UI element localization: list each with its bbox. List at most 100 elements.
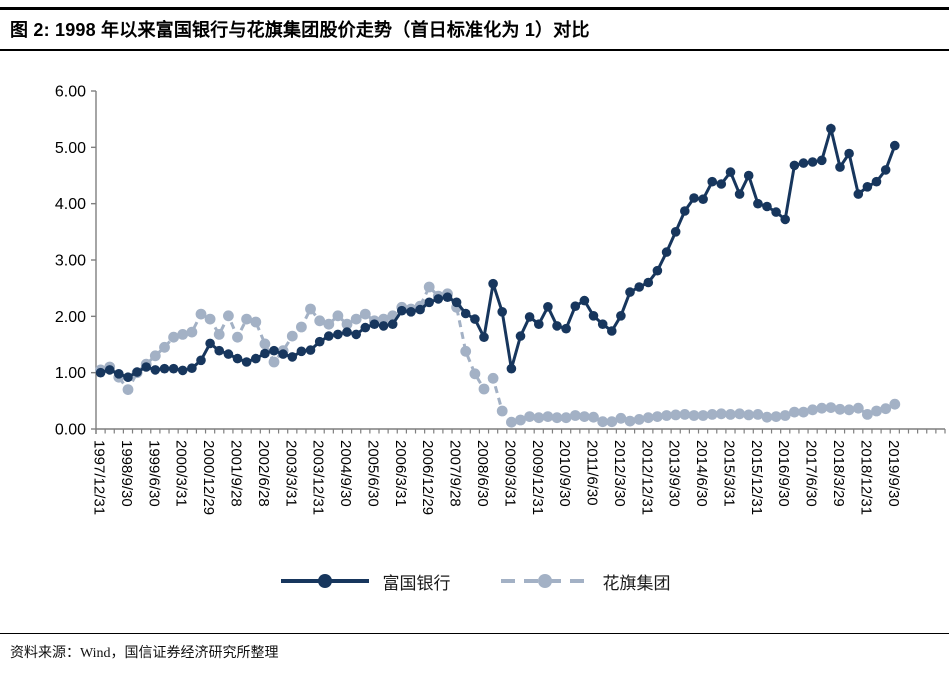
data-point — [607, 326, 617, 336]
data-point — [534, 319, 544, 330]
data-point — [323, 318, 335, 330]
data-point — [150, 365, 161, 375]
x-tick-label: 2002/6/28 — [255, 440, 272, 507]
data-point — [95, 367, 106, 378]
data-point — [186, 326, 198, 338]
data-point — [615, 412, 627, 424]
data-point — [579, 295, 590, 306]
data-point — [807, 404, 818, 416]
data-point — [569, 410, 581, 421]
data-point — [753, 198, 763, 209]
x-tick-label: 2011/6/30 — [584, 440, 601, 506]
x-tick-label: 2003/12/31 — [310, 440, 327, 515]
data-point — [579, 411, 590, 422]
data-point — [296, 321, 307, 333]
x-tick-label: 2019/9/30 — [885, 440, 902, 507]
data-point — [286, 330, 298, 342]
data-point — [314, 336, 325, 347]
data-point — [643, 277, 654, 288]
data-point — [159, 341, 170, 353]
data-point — [634, 282, 644, 292]
data-point — [552, 321, 562, 331]
x-tick-label: 2003/3/31 — [282, 440, 299, 507]
data-point — [862, 182, 873, 192]
data-point — [680, 206, 690, 216]
x-tick-label: 1999/6/30 — [145, 440, 162, 507]
data-point — [424, 297, 435, 308]
y-tick-label: 0.00 — [55, 422, 86, 439]
data-point — [177, 329, 189, 340]
data-point — [287, 352, 298, 362]
data-point — [798, 406, 809, 418]
data-point — [122, 384, 134, 395]
data-point — [132, 367, 142, 377]
data-point — [460, 308, 471, 319]
data-point — [570, 301, 581, 311]
data-point — [725, 409, 736, 420]
x-tick-label: 2017/6/30 — [803, 440, 820, 507]
data-point — [442, 292, 453, 302]
data-point — [770, 411, 782, 422]
data-point — [324, 331, 334, 341]
data-point — [752, 409, 764, 420]
data-point — [350, 313, 362, 325]
data-point — [826, 123, 836, 134]
data-point — [149, 350, 161, 362]
data-point — [342, 327, 352, 337]
data-point — [561, 323, 571, 334]
data-point — [515, 414, 526, 426]
data-point — [359, 308, 371, 320]
x-tick-label: 2010/9/30 — [556, 440, 573, 507]
series-line-花旗集团 — [100, 284, 896, 424]
x-tick-label: 2000/12/29 — [200, 440, 217, 515]
data-point — [825, 402, 837, 413]
data-point — [734, 189, 745, 199]
data-point — [689, 193, 699, 203]
data-point — [542, 411, 554, 422]
data-point — [488, 278, 498, 289]
data-point — [479, 332, 489, 343]
top-rule — [0, 7, 949, 10]
x-tick-label: 2007/9/28 — [447, 440, 464, 507]
data-point — [679, 409, 691, 420]
data-point — [624, 415, 636, 427]
data-point — [406, 307, 416, 317]
data-point — [387, 319, 398, 330]
x-tick-label: 1998/9/30 — [118, 440, 135, 507]
data-point — [232, 353, 243, 364]
data-point — [835, 162, 845, 172]
x-tick-label: 2014/6/30 — [693, 440, 710, 507]
series-line-富国银行 — [100, 122, 897, 379]
x-tick-label: 2012/3/30 — [611, 440, 628, 507]
x-tick-label: 2013/9/30 — [666, 440, 683, 507]
x-tick-label: 2008/6/30 — [474, 440, 491, 507]
data-point — [597, 416, 609, 428]
x-tick-label: 2000/3/31 — [173, 440, 190, 507]
y-tick-label: 3.00 — [55, 253, 86, 270]
data-point — [661, 410, 672, 421]
data-point — [889, 398, 901, 410]
data-point — [606, 416, 618, 428]
data-point — [890, 140, 900, 151]
data-point — [515, 331, 526, 341]
data-point — [351, 329, 362, 340]
chart-legend: 富国银行 花旗集团 — [0, 565, 949, 597]
data-point — [560, 412, 572, 424]
data-point — [707, 176, 717, 187]
data-point — [332, 310, 344, 322]
figure-header: 图 2: 1998 年以来富国银行与花旗集团股价走势（首日标准化为 1）对比 — [0, 0, 949, 51]
data-point — [360, 322, 371, 333]
data-point — [415, 304, 425, 315]
data-point — [652, 265, 663, 276]
data-point — [259, 338, 271, 350]
data-point — [743, 409, 755, 421]
data-point — [159, 363, 170, 374]
data-point — [725, 167, 736, 177]
x-tick-label: 2015/3/31 — [720, 440, 737, 507]
data-point — [761, 411, 773, 423]
data-point — [104, 365, 115, 375]
legend-item: 富国银行 — [279, 569, 451, 594]
x-tick-label: 2018/12/31 — [857, 440, 874, 515]
data-point — [652, 411, 663, 422]
